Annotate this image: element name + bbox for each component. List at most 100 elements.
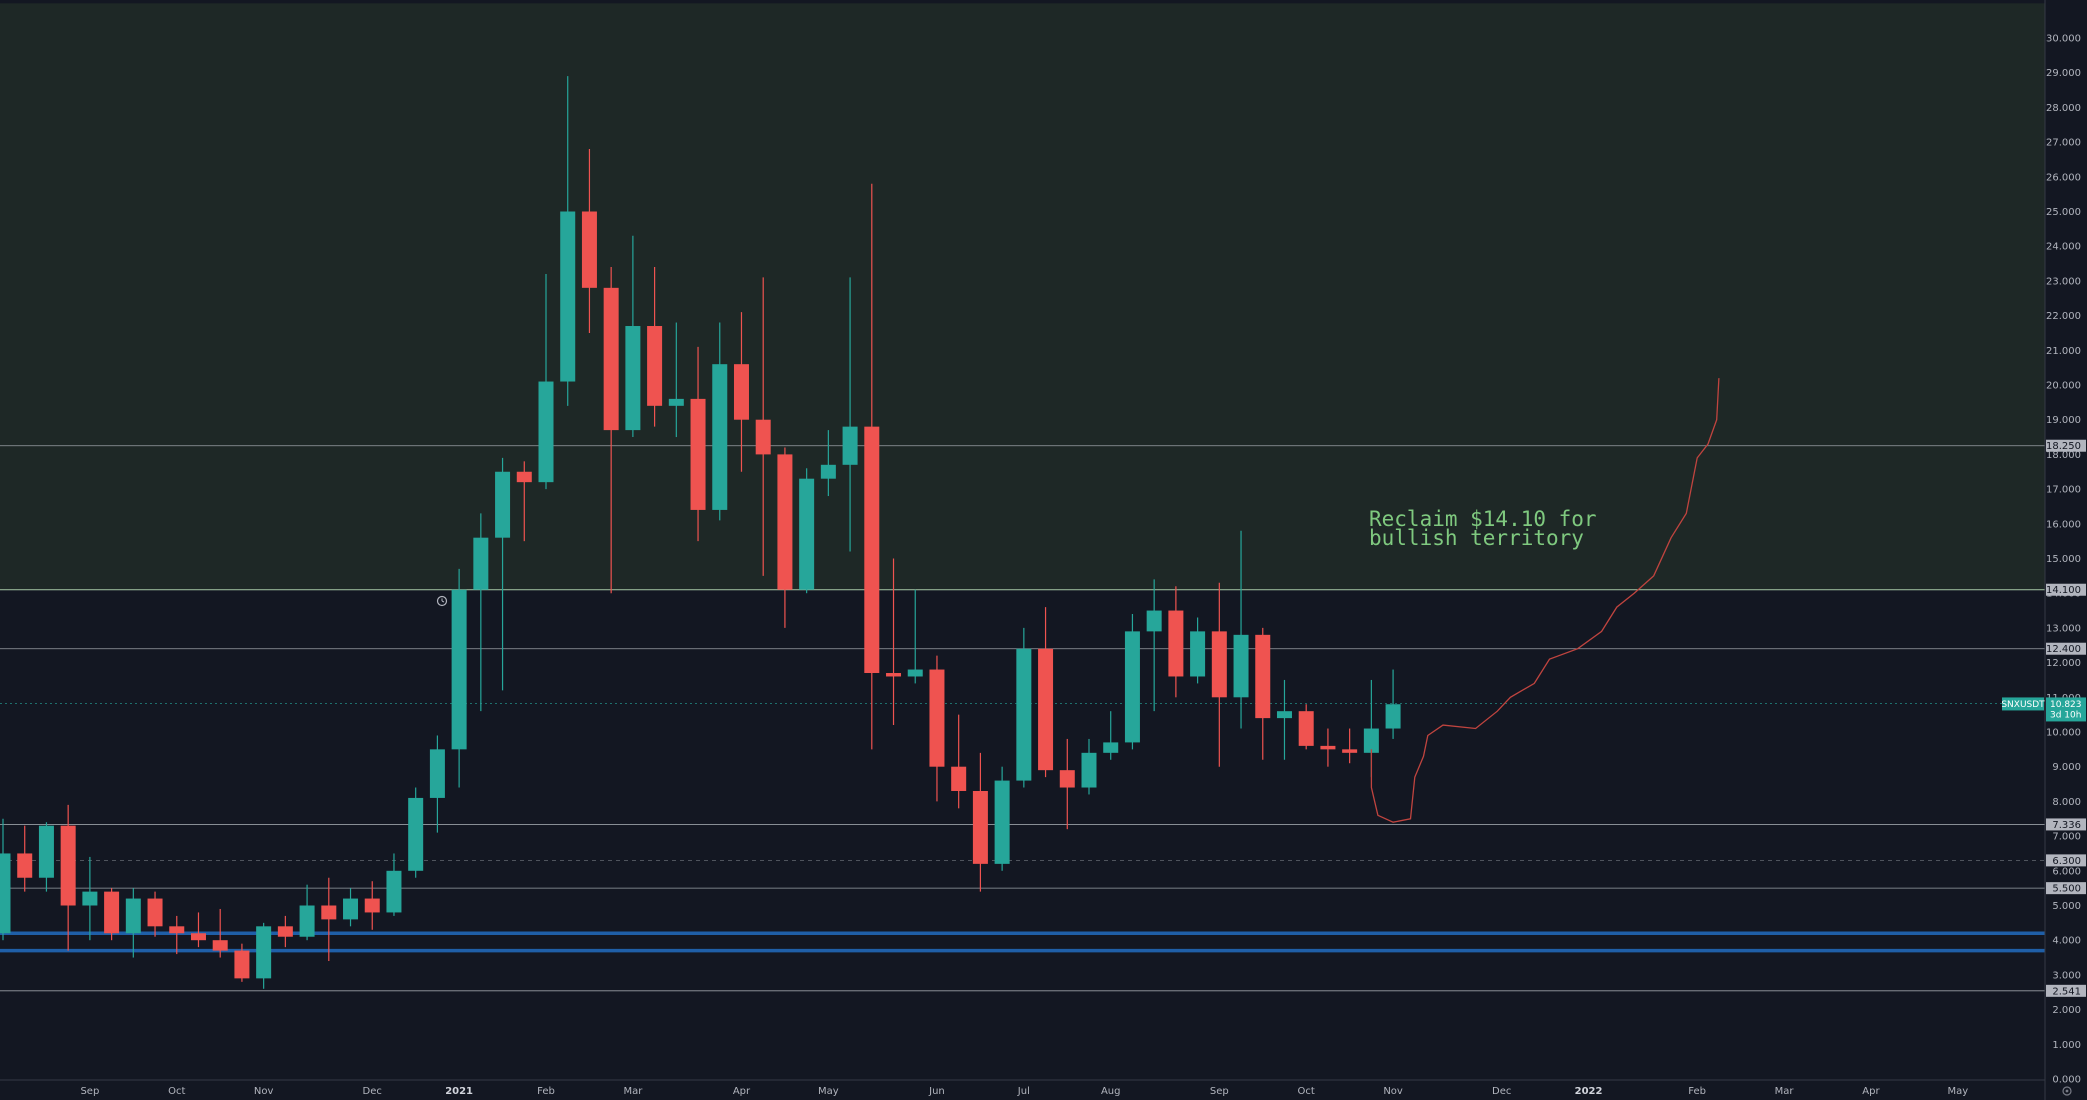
level-badge-text: 6.300 [2052, 856, 2081, 867]
x-tick-label: Apr [1862, 1086, 1880, 1097]
candle-1 [17, 825, 33, 892]
y-tick-label: 9.000 [2052, 762, 2081, 773]
candles [0, 76, 1401, 989]
candle-2 [38, 822, 54, 892]
candle-51 [1103, 711, 1119, 760]
projection-path [1370, 378, 1720, 823]
candle-14 [299, 884, 315, 941]
level-badge-bg [2046, 818, 2086, 831]
candle-body [60, 825, 76, 906]
y-tick-label: 26.000 [2046, 172, 2081, 183]
candle-body [647, 326, 663, 406]
candle-62 [1342, 728, 1358, 764]
candle-body [169, 926, 185, 934]
candle-body [234, 950, 250, 979]
candle-body [277, 926, 293, 937]
candle-body [451, 589, 467, 750]
y-tick-label: 25.000 [2046, 207, 2081, 218]
y-tick-label: 23.000 [2046, 276, 2081, 287]
candle-5 [104, 888, 120, 941]
x-tick-label: Sep [80, 1086, 99, 1097]
candle-10 [212, 908, 228, 958]
candle-16 [343, 888, 359, 927]
candle-39 [842, 277, 858, 552]
level-badge: 2.541 [2046, 984, 2086, 997]
candle-body [755, 419, 771, 455]
candle-body [994, 780, 1010, 864]
y-tick-label: 24.000 [2046, 242, 2081, 253]
candle-53 [1146, 579, 1162, 712]
candle-58 [1255, 627, 1271, 760]
candle-body [864, 426, 880, 674]
candle-body [1103, 742, 1119, 753]
candle-body [104, 891, 120, 934]
candle-body [408, 797, 424, 871]
candle-body [190, 933, 206, 941]
settings-icon[interactable] [2062, 1086, 2072, 1096]
candle-42 [907, 589, 923, 684]
price-axis[interactable] [2045, 0, 2087, 1100]
candle-body [1276, 711, 1292, 719]
candle-body [1298, 711, 1314, 746]
candle-body [712, 364, 728, 510]
candle-body [473, 537, 489, 590]
y-tick-label: 28.000 [2046, 103, 2081, 114]
candle-9 [190, 912, 206, 948]
candle-body [1124, 631, 1140, 743]
candle-37 [799, 468, 815, 594]
x-tick-label: Nov [1383, 1086, 1403, 1097]
alarm-icon[interactable] [436, 595, 448, 607]
annotation-line-2: bullish territory [1369, 526, 1584, 550]
candle-body [1363, 728, 1379, 753]
level-badge: 18.250 [2046, 439, 2086, 452]
candle-body [125, 898, 141, 934]
level-badge-text: 5.500 [2052, 884, 2081, 895]
level-badge-text: 2.541 [2052, 986, 2081, 997]
y-tick-label: 6.000 [2052, 866, 2081, 877]
candle-55 [1190, 617, 1206, 684]
candle-body [212, 940, 228, 951]
x-tick-label: Feb [1688, 1086, 1706, 1097]
candle-61 [1320, 728, 1336, 767]
candle-body [820, 464, 836, 479]
candle-body [1059, 770, 1075, 788]
candle-54 [1168, 586, 1184, 698]
x-tick-label: Mar [1775, 1086, 1795, 1097]
level-badge-bg [2046, 439, 2086, 452]
candle-body [951, 766, 967, 791]
y-tick-label: 3.000 [2052, 970, 2081, 981]
candle-body [842, 426, 858, 465]
level-badge-text: 12.400 [2046, 644, 2081, 655]
candle-20 [429, 735, 445, 833]
candle-body [1081, 752, 1097, 788]
candle-18 [386, 853, 402, 916]
level-badge-text: 18.250 [2046, 441, 2081, 452]
y-tick-label: 13.000 [2046, 623, 2081, 634]
level-badge-bg [2046, 882, 2086, 895]
y-tick-label: 0.000 [2052, 1075, 2081, 1086]
candle-17 [364, 881, 380, 930]
blue-support-lines [0, 931, 2045, 953]
y-tick-label: 17.000 [2046, 485, 2081, 496]
candle-49 [1059, 738, 1075, 830]
candle-29 [625, 235, 641, 438]
level-badge: 12.400 [2046, 642, 2086, 655]
candle-body [429, 749, 445, 798]
candle-body [364, 898, 380, 913]
candle-33 [712, 322, 728, 521]
symbol-label: SNXUSDT [2001, 697, 2045, 711]
candle-43 [929, 655, 945, 802]
y-tick-label: 22.000 [2046, 311, 2081, 322]
candle-body [1211, 631, 1227, 698]
candle-52 [1124, 614, 1140, 750]
x-tick-label: Aug [1101, 1086, 1121, 1097]
annotation-line-1: Reclaim $14.10 for [1369, 507, 1597, 531]
candle-body [1038, 648, 1054, 771]
candle-body [1146, 610, 1162, 632]
level-badge: 5.500 [2046, 882, 2086, 895]
y-tick-label: 18.000 [2046, 450, 2081, 461]
candle-57 [1233, 530, 1249, 729]
candle-body [777, 454, 793, 590]
candle-body [343, 898, 359, 920]
